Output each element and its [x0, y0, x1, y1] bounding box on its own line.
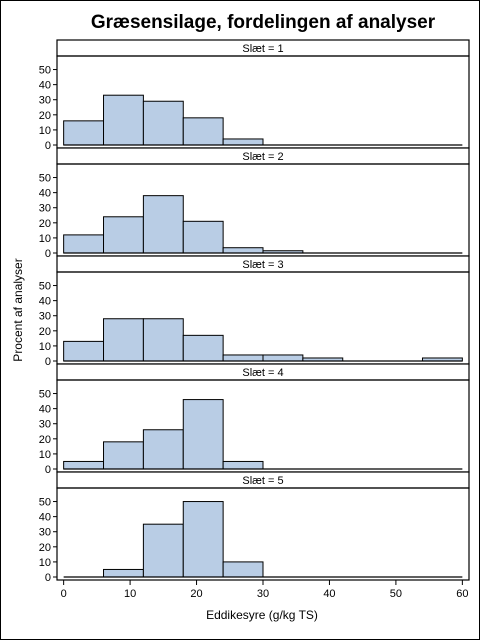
y-tick-label: 20 — [39, 326, 51, 338]
panel-slaet-5: Slæt = 5 0 10 20 30 40 50 — [39, 471, 470, 584]
y-tick-label: 0 — [45, 140, 51, 152]
y-tick-label: 20 — [39, 434, 51, 446]
histogram-bar — [182, 501, 224, 578]
x-tick-label: 40 — [323, 588, 335, 600]
y-tick-label: 50 — [39, 281, 51, 293]
x-tick-label: 50 — [390, 588, 402, 600]
histogram-bar — [142, 318, 184, 362]
histogram-bar — [142, 429, 184, 470]
y-axis-label: Procent af analyser — [11, 258, 25, 361]
histogram-bar — [222, 460, 264, 470]
y-tick-label: 10 — [39, 341, 51, 353]
histogram-bar — [103, 441, 144, 470]
panel-strip-label: Slæt = 4 — [242, 367, 283, 379]
histogram-bar — [182, 220, 224, 254]
y-tick-label: 40 — [39, 512, 51, 524]
histogram-bar — [103, 94, 144, 146]
y-tick-label: 10 — [39, 557, 51, 569]
x-axis-label: Eddikesyre (g/kg TS) — [206, 608, 318, 622]
x-tick-label: 10 — [124, 588, 136, 600]
y-tick-label: 30 — [39, 203, 51, 215]
y-tick-label: 30 — [39, 527, 51, 539]
y-tick-label: 40 — [39, 404, 51, 416]
y-tick-label: 10 — [39, 233, 51, 245]
panel-slaet-3: Slæt = 3 0 10 20 30 40 50 — [39, 255, 470, 368]
panel-strip-label: Slæt = 2 — [242, 151, 283, 163]
panel-slaet-1: Slæt = 1 0 10 20 30 40 50 — [39, 39, 470, 152]
histogram-bar — [262, 354, 304, 362]
histogram-bar — [142, 100, 184, 146]
y-tick-label: 0 — [45, 572, 51, 584]
x-tick-label: 20 — [190, 588, 202, 600]
panel-strip-label: Slæt = 3 — [242, 259, 283, 271]
x-tick-label: 30 — [257, 588, 269, 600]
y-tick-label: 30 — [39, 311, 51, 323]
histogram-bar — [63, 460, 105, 470]
y-tick-label: 30 — [39, 95, 51, 107]
y-tick-label: 0 — [45, 248, 51, 260]
histogram-bar — [63, 340, 105, 362]
histogram-bar — [222, 138, 264, 146]
panel-slaet-4: Slæt = 4 0 10 20 30 40 50 — [39, 363, 470, 476]
x-tick-label: 0 — [61, 588, 67, 600]
y-tick-label: 50 — [39, 497, 51, 509]
y-tick-label: 40 — [39, 80, 51, 92]
panel-strip-label: Slæt = 5 — [242, 475, 283, 487]
panel-strip-label: Slæt = 1 — [242, 43, 283, 55]
y-tick-label: 30 — [39, 419, 51, 431]
y-tick-label: 50 — [39, 173, 51, 185]
histogram-bar — [103, 568, 144, 578]
histogram-bar — [63, 120, 105, 146]
y-tick-label: 40 — [39, 188, 51, 200]
y-tick-label: 40 — [39, 296, 51, 308]
histogram-bar — [222, 247, 264, 254]
y-tick-label: 50 — [39, 65, 51, 77]
panel-slaet-2: Slæt = 2 0 10 20 30 40 50 — [39, 147, 470, 260]
y-tick-label: 10 — [39, 125, 51, 137]
histogram-bar — [103, 216, 144, 254]
histogram-bar — [63, 234, 105, 254]
histogram-bar — [103, 318, 144, 362]
x-tick-label: 60 — [456, 588, 468, 600]
histogram-bar — [142, 523, 184, 578]
y-tick-label: 0 — [45, 356, 51, 368]
y-tick-label: 50 — [39, 389, 51, 401]
histogram-bar — [182, 334, 224, 362]
histogram-bar — [182, 117, 224, 146]
y-tick-label: 20 — [39, 218, 51, 230]
y-tick-label: 10 — [39, 449, 51, 461]
histogram-bar — [182, 399, 224, 470]
y-tick-label: 20 — [39, 110, 51, 122]
histogram-bar — [142, 195, 184, 254]
y-tick-label: 0 — [45, 464, 51, 476]
histogram-bar — [222, 354, 264, 362]
y-tick-label: 20 — [39, 542, 51, 554]
chart-title: Græsensilage, fordelingen af analyser — [91, 12, 436, 33]
histogram-bar — [222, 561, 264, 578]
